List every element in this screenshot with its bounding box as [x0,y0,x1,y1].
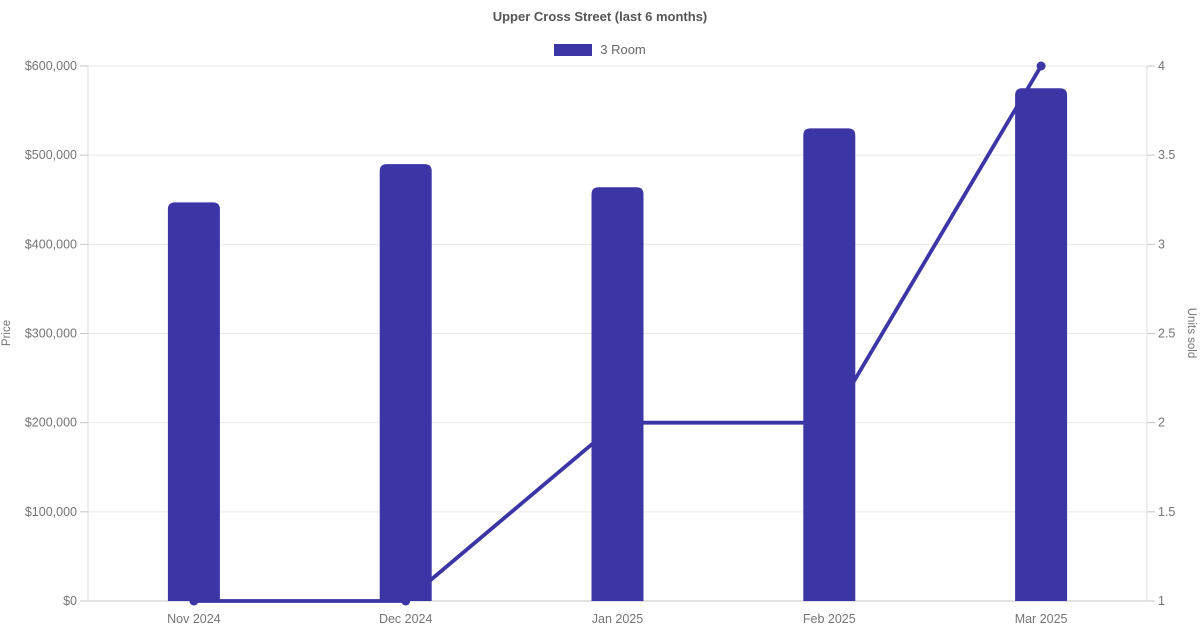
right-axis-tick-label: 2.5 [1158,327,1175,341]
right-axis-tick-label: 3.5 [1158,148,1175,162]
price-bar [1015,88,1068,601]
legend-swatch-3-room [554,43,593,56]
left-axis-tick-label: $500,000 [25,148,77,162]
price-bar [803,128,856,601]
legend-label: 3 Room [600,42,646,57]
x-axis-label: Feb 2025 [803,612,856,626]
units-sold-point [613,418,622,428]
price-bar [379,164,432,602]
legend: 3 Room [0,42,1200,57]
units-sold-point [824,418,834,428]
units-sold-point [1036,61,1046,71]
left-axis-tick-label: $100,000 [25,505,77,519]
units-sold-point [401,596,411,606]
units-sold-point [189,596,199,606]
price-bar [167,202,220,602]
x-axis-label: Jan 2025 [592,612,643,626]
x-axis-label: Dec 2024 [379,612,433,626]
right-axis-tick-label: 4 [1158,59,1165,73]
price-bar [591,187,644,601]
chart-title: Upper Cross Street (last 6 months) [492,9,708,24]
right-axis-title: Units sold [1185,308,1197,359]
x-axis-label: Nov 2024 [167,612,221,626]
left-axis-tick-label: $600,000 [25,59,77,73]
right-axis-tick-label: 1.5 [1158,505,1175,519]
right-axis-tick-label: 3 [1158,237,1165,251]
right-axis-tick-label: 2 [1158,416,1165,430]
left-axis-tick-label: $400,000 [25,237,77,251]
left-axis-tick-label: $300,000 [25,327,77,341]
left-axis-tick-label: $200,000 [25,416,77,430]
right-axis-tick-label: 1 [1158,594,1165,608]
left-axis-tick-label: $0 [63,594,77,608]
left-axis-title: Price [1,320,13,346]
x-axis-label: Mar 2025 [1015,612,1068,626]
